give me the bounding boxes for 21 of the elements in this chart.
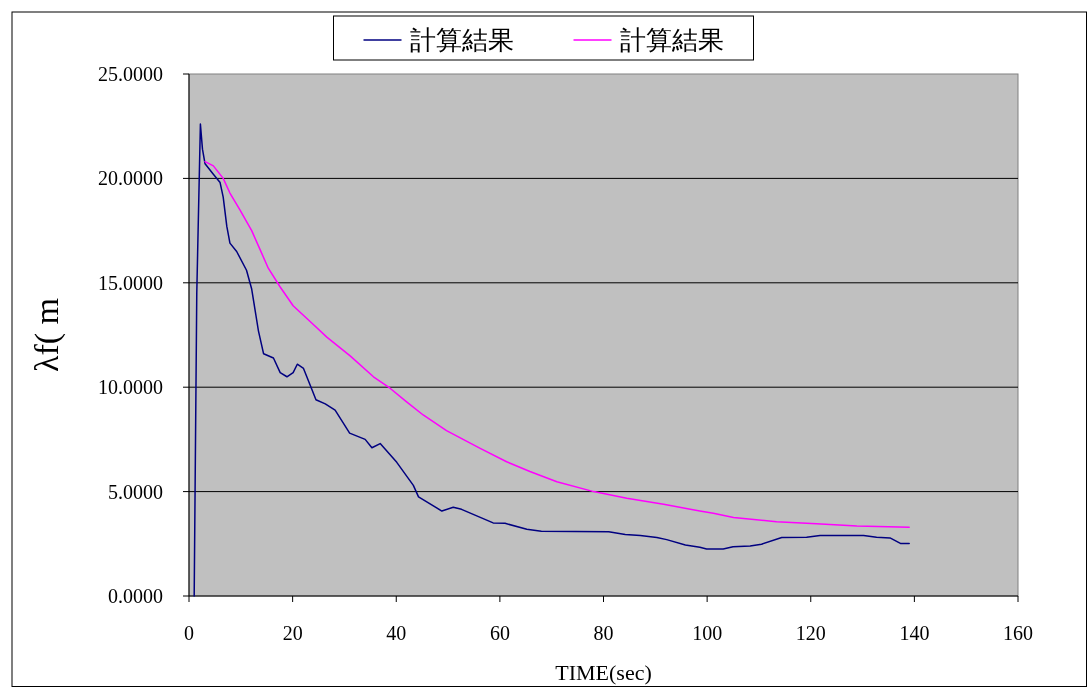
y-tick-label: 5.0000 [108, 480, 163, 503]
y-tick-label: 10.0000 [98, 376, 163, 399]
x-axis-title: TIME(sec) [555, 660, 652, 685]
x-tick-label: 160 [1003, 622, 1033, 644]
line-series [193, 123, 910, 597]
x-tick-label: 100 [692, 622, 723, 644]
legend-label: 計算結果 [619, 26, 724, 55]
line-series [204, 160, 910, 529]
x-tick-label: 120 [795, 622, 826, 644]
x-tick-label: 20 [282, 622, 303, 644]
x-tick-label: 40 [386, 622, 407, 644]
x-tick-label: 140 [899, 622, 930, 644]
x-tick-label: 0 [184, 622, 194, 644]
y-tick-label: 15.0000 [98, 271, 163, 294]
y-tick-label: 0.0000 [108, 585, 163, 607]
x-tick-label: 80 [593, 622, 614, 644]
x-tick-label: 60 [489, 622, 510, 644]
y-tick-label: 25.0000 [98, 63, 163, 85]
legend-label: 計算結果 [409, 26, 514, 55]
y-axis-title: λf( m [28, 297, 66, 373]
y-tick-label: 20.0000 [98, 167, 163, 190]
